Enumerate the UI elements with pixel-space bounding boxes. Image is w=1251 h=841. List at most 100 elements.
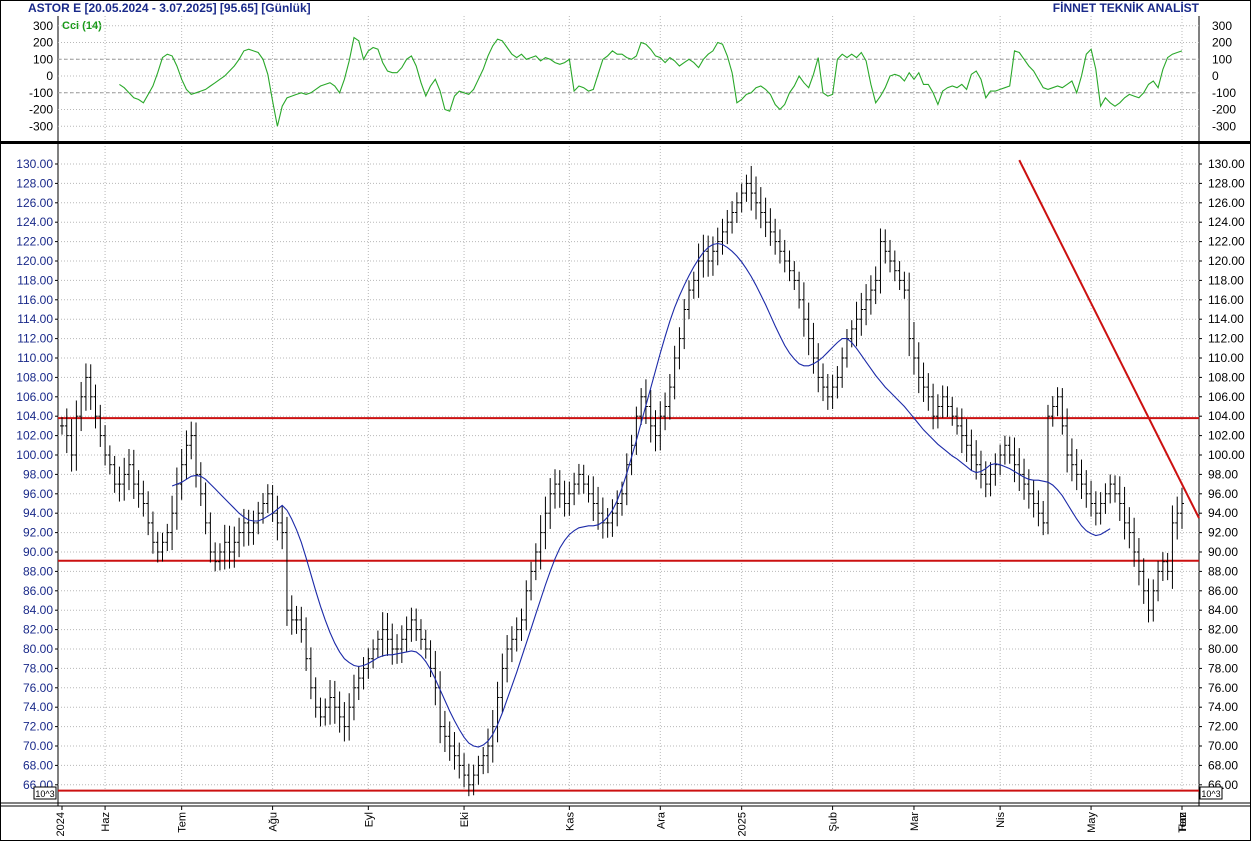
price-bar: [423, 629, 428, 659]
cci-tick-left: -300: [29, 119, 53, 133]
price-bar: [127, 448, 132, 491]
price-bar: [351, 674, 356, 721]
price-bar: [265, 484, 270, 514]
cci-tick-left: 0: [46, 69, 53, 83]
price-bar: [811, 322, 816, 374]
price-tick-right: 112.00: [1208, 332, 1244, 346]
price-bar: [404, 616, 409, 653]
price-bar: [170, 495, 175, 551]
price-bar: [864, 284, 869, 326]
price-bar: [390, 623, 395, 665]
price-tick-left: 118.00: [17, 273, 53, 287]
price-bar: [500, 653, 505, 713]
price-bar: [471, 764, 476, 796]
moving-average-line: [171, 242, 1111, 748]
x-tick-label: Haz: [100, 812, 112, 832]
cci-tick-left: -200: [29, 103, 53, 117]
price-bar: [672, 345, 677, 400]
price-tick-left: 124.00: [16, 215, 53, 229]
price-bar: [1141, 558, 1146, 604]
price-tick-left: 112.00: [17, 332, 53, 346]
price-bar: [428, 640, 433, 678]
price-bar: [782, 239, 787, 273]
price-bar: [208, 512, 213, 563]
price-tick-left: 98.00: [23, 467, 53, 481]
price-bar: [667, 374, 672, 420]
price-bar: [978, 450, 983, 489]
provider-label: FİNNET TEKNİK ANALİST: [1052, 1, 1199, 15]
price-bar: [136, 470, 141, 508]
price-bar: [983, 461, 988, 498]
price-bar: [773, 218, 778, 255]
price-bar: [730, 201, 735, 234]
price-bar: [1089, 480, 1094, 517]
volume-scale-label: 10^3: [35, 789, 54, 799]
price-bar: [141, 480, 146, 517]
price-bar: [830, 374, 835, 410]
price-bar: [816, 343, 821, 393]
price-tick-left: 90.00: [23, 545, 53, 559]
x-tick-label: Haz: [1177, 812, 1189, 832]
price-tick-left: 128.00: [16, 176, 53, 190]
price-bar: [926, 373, 931, 411]
price-bar: [69, 419, 74, 472]
price-bar: [1069, 438, 1074, 482]
cci-tick-left: 300: [33, 19, 53, 33]
x-tick-label: Şub: [828, 812, 840, 832]
price-bar: [586, 475, 591, 503]
y-axis-right: 66.0068.0070.0072.0074.0076.0078.0080.00…: [1199, 19, 1245, 800]
price-tick-left: 100.00: [16, 448, 53, 462]
price-bar: [911, 322, 916, 375]
volume-scale-left: 10^3: [33, 786, 57, 800]
price-tick-left: 106.00: [16, 390, 53, 404]
price-bar: [179, 448, 184, 500]
price-bar: [801, 282, 806, 337]
x-tick-label: Tem: [177, 812, 189, 833]
price-tick-right: 104.00: [1208, 409, 1245, 423]
price-bar: [687, 280, 692, 320]
price-bar: [878, 228, 883, 294]
price-tick-left: 110.00: [17, 351, 53, 365]
price-tick-left: 94.00: [23, 506, 53, 520]
price-bar: [710, 236, 715, 276]
price-bar: [567, 481, 572, 516]
price-bar: [854, 301, 859, 347]
price-bar: [146, 491, 151, 536]
price-bar: [438, 671, 443, 744]
price-tick-left: 68.00: [23, 758, 53, 772]
price-bar: [916, 342, 921, 394]
price-bar: [347, 693, 352, 741]
price-tick-right: 70.00: [1208, 739, 1238, 753]
price-tick-left: 104.00: [16, 409, 53, 423]
price-bar: [610, 499, 615, 537]
price-bar: [83, 363, 88, 411]
price-tick-right: 116.00: [1208, 293, 1244, 307]
price-bar: [452, 732, 457, 770]
x-tick-label: 2025: [737, 812, 749, 836]
price-bar: [1045, 404, 1050, 535]
price-bar: [380, 612, 385, 657]
price-bar: [758, 187, 763, 229]
price-bar: [663, 392, 668, 431]
price-bar: [1098, 492, 1103, 525]
price-tick-right: 78.00: [1208, 661, 1238, 675]
cci-tick-right: 0: [1212, 69, 1219, 83]
price-bar: [337, 691, 342, 733]
price-bar: [572, 472, 577, 506]
price-bar: [98, 404, 103, 447]
price-bar: [466, 763, 471, 797]
cci-tick-right: 200: [1212, 36, 1232, 50]
price-bar: [1031, 479, 1036, 518]
price-bar: [639, 388, 644, 425]
price-tick-right: 114.00: [1208, 312, 1244, 326]
price-bar: [734, 192, 739, 223]
price-bar: [1127, 507, 1132, 549]
cci-tick-right: 300: [1212, 19, 1232, 33]
price-bar: [1017, 448, 1022, 491]
price-bar: [385, 613, 390, 656]
price-bar: [720, 218, 725, 255]
price-tick-right: 126.00: [1208, 196, 1245, 210]
price-bar: [481, 746, 486, 775]
price-tick-right: 128.00: [1208, 176, 1245, 190]
price-bar: [1074, 448, 1079, 491]
